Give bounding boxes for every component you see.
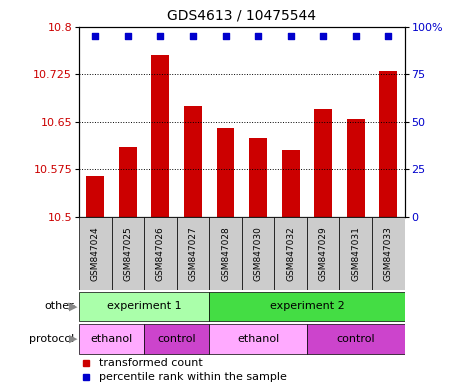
Text: control: control (157, 334, 196, 344)
Point (319, 33, 327, 40)
Bar (307, 217, 339, 290)
Text: experiment 2: experiment 2 (270, 301, 344, 311)
Text: GSM847028: GSM847028 (221, 226, 230, 281)
Bar (184, 106, 202, 217)
Bar (79, 217, 112, 290)
Point (352, 33, 359, 40)
Text: protocol: protocol (29, 334, 74, 344)
Bar (177, 217, 209, 290)
Bar (314, 109, 332, 217)
Bar (152, 55, 169, 217)
Text: ▶: ▶ (69, 301, 78, 311)
Bar (379, 71, 397, 217)
Text: GSM847033: GSM847033 (384, 226, 393, 281)
Bar (249, 138, 267, 217)
Bar (79, 291, 209, 321)
Bar (209, 291, 405, 321)
Text: GSM847024: GSM847024 (91, 226, 100, 281)
Text: control: control (336, 334, 375, 344)
Point (124, 33, 132, 40)
Point (287, 33, 294, 40)
Text: ▶: ▶ (69, 334, 78, 344)
Bar (217, 128, 234, 217)
Text: GSM847025: GSM847025 (123, 226, 133, 281)
Bar (209, 324, 307, 354)
Point (157, 33, 164, 40)
Bar (119, 147, 137, 217)
Point (92, 33, 99, 40)
Point (189, 33, 197, 40)
Bar (347, 119, 365, 217)
Point (385, 33, 392, 40)
Bar (112, 217, 144, 290)
Bar (274, 217, 307, 290)
Text: ethanol: ethanol (237, 334, 279, 344)
Text: GSM847026: GSM847026 (156, 226, 165, 281)
Point (254, 33, 262, 40)
Bar (209, 217, 242, 290)
Bar (79, 324, 144, 354)
Text: GSM847029: GSM847029 (319, 226, 328, 281)
Text: GSM847031: GSM847031 (351, 226, 360, 281)
Bar (307, 324, 405, 354)
Title: GDS4613 / 10475544: GDS4613 / 10475544 (167, 9, 316, 23)
Bar (144, 217, 177, 290)
Point (222, 33, 229, 40)
Text: percentile rank within the sample: percentile rank within the sample (99, 372, 286, 382)
Bar (144, 324, 209, 354)
Bar (339, 217, 372, 290)
Bar (372, 217, 405, 290)
Text: ethanol: ethanol (91, 334, 133, 344)
Bar (242, 217, 274, 290)
Text: GSM847032: GSM847032 (286, 226, 295, 281)
Bar (86, 176, 104, 217)
Text: GSM847030: GSM847030 (253, 226, 263, 281)
Text: experiment 1: experiment 1 (107, 301, 181, 311)
Text: transformed count: transformed count (99, 358, 202, 368)
Text: other: other (45, 301, 74, 311)
Text: GSM847027: GSM847027 (188, 226, 198, 281)
Bar (282, 151, 299, 217)
